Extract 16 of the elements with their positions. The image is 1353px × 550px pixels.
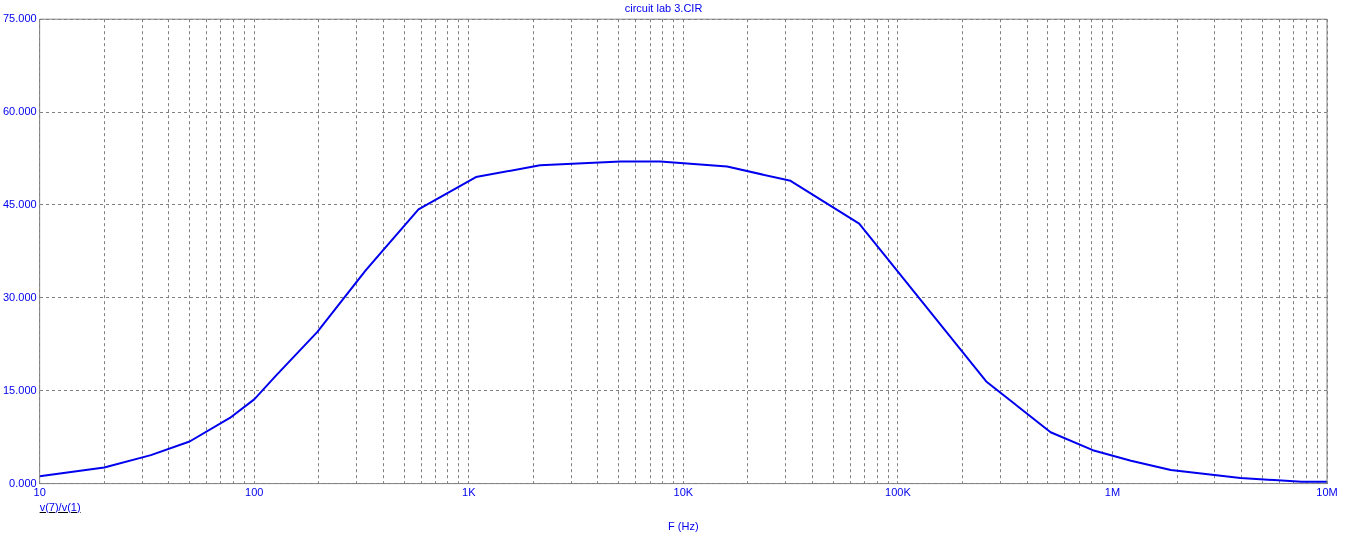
y-tick-label: 15.000 xyxy=(2,383,37,396)
y-tick-label: 0.000 xyxy=(9,476,37,489)
x-tick-label: 10K xyxy=(673,486,694,499)
y-tick-label: 60.000 xyxy=(2,105,37,118)
x-tick-label: 100 xyxy=(245,486,264,499)
x-tick-label: 1M xyxy=(1104,486,1121,499)
x-tick-label: 100K xyxy=(885,486,912,499)
x-tick-label: 10M xyxy=(1316,486,1338,499)
text: v(7)/v(1) xyxy=(39,500,81,513)
y-tick-label: 45.000 xyxy=(2,197,37,210)
chart-title: circuit lab 3.CIR xyxy=(624,1,703,14)
x-axis-title: F (Hz) xyxy=(668,520,699,533)
y-tick-label: 75.000 xyxy=(2,12,37,25)
x-tick-label: 1K xyxy=(462,486,477,499)
y-tick-label: 30.000 xyxy=(2,290,37,303)
x-tick-label: 10 xyxy=(33,486,46,499)
